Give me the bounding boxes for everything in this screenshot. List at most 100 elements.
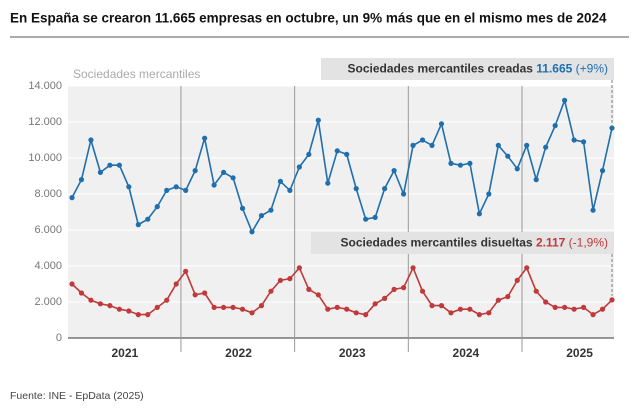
data-point bbox=[419, 288, 426, 294]
data-point bbox=[164, 187, 170, 193]
plot-area bbox=[68, 86, 614, 338]
data-point bbox=[173, 281, 179, 287]
data-point bbox=[268, 207, 274, 213]
data-point bbox=[495, 142, 501, 148]
data-point bbox=[562, 97, 568, 103]
y-tick-label: 4.000 bbox=[34, 260, 62, 272]
data-point bbox=[495, 297, 501, 303]
data-point bbox=[590, 312, 596, 318]
x-tick-label: 2021 bbox=[111, 346, 138, 360]
data-point bbox=[571, 306, 577, 312]
data-point bbox=[315, 292, 321, 298]
data-point bbox=[552, 123, 558, 129]
data-point bbox=[391, 286, 397, 292]
source: Fuente: INE - EpData (2025) bbox=[10, 390, 144, 402]
data-point bbox=[183, 268, 189, 274]
y-tick-label: 14.000 bbox=[28, 80, 62, 92]
annotation: Sociedades mercantiles disueltas 2.117 (… bbox=[341, 236, 609, 250]
data-point bbox=[296, 265, 302, 271]
data-point bbox=[145, 312, 151, 318]
data-point bbox=[258, 213, 265, 219]
data-point bbox=[505, 153, 511, 159]
data-point bbox=[457, 162, 464, 168]
data-point bbox=[448, 160, 454, 166]
data-point bbox=[372, 301, 378, 307]
data-point bbox=[211, 304, 217, 310]
data-point bbox=[486, 191, 492, 197]
data-point bbox=[543, 144, 549, 150]
y-tick-label: 12.000 bbox=[28, 116, 62, 128]
data-point bbox=[609, 125, 615, 131]
data-point bbox=[69, 281, 75, 287]
annotation: Sociedades mercantiles creadas 11.665 (+… bbox=[347, 62, 608, 76]
data-point bbox=[391, 168, 397, 174]
legend-label: Sociedades mercantiles disueltas bbox=[341, 236, 533, 250]
data-point bbox=[505, 294, 511, 300]
data-point bbox=[154, 304, 160, 310]
data-point bbox=[192, 292, 198, 298]
data-point bbox=[363, 216, 369, 222]
data-point bbox=[192, 168, 198, 174]
data-point bbox=[126, 308, 132, 314]
data-point bbox=[524, 265, 530, 271]
last-value-label: 2.117 bbox=[536, 236, 566, 250]
data-point bbox=[429, 142, 435, 148]
data-point bbox=[344, 151, 350, 157]
data-point bbox=[287, 187, 293, 193]
data-point bbox=[107, 162, 113, 168]
data-point bbox=[524, 142, 530, 148]
y-axis-label: Sociedades mercantiles bbox=[73, 67, 200, 81]
data-point bbox=[438, 121, 445, 127]
data-point bbox=[239, 205, 246, 211]
data-point bbox=[533, 177, 539, 183]
data-point bbox=[306, 286, 312, 292]
data-point bbox=[287, 276, 293, 282]
data-point bbox=[562, 304, 568, 310]
data-point bbox=[277, 277, 284, 283]
annotation-box bbox=[321, 58, 614, 80]
data-point bbox=[126, 184, 132, 190]
data-point bbox=[78, 290, 85, 296]
data-point bbox=[69, 195, 75, 201]
y-tick-label: 8.000 bbox=[34, 188, 62, 200]
data-point bbox=[334, 148, 340, 154]
data-point bbox=[580, 139, 587, 145]
data-point bbox=[599, 306, 606, 312]
data-point bbox=[486, 310, 492, 316]
data-point bbox=[344, 306, 350, 312]
series-line bbox=[71, 265, 613, 316]
legend-label: Sociedades mercantiles creadas bbox=[347, 62, 533, 76]
data-point bbox=[116, 162, 122, 168]
data-point bbox=[467, 160, 473, 166]
data-point bbox=[476, 211, 482, 217]
data-point bbox=[145, 216, 151, 222]
data-point bbox=[400, 285, 407, 291]
data-point bbox=[609, 297, 615, 303]
data-point bbox=[533, 288, 539, 294]
data-point bbox=[239, 306, 246, 312]
data-point bbox=[88, 297, 94, 303]
data-point bbox=[543, 299, 549, 305]
data-point bbox=[514, 166, 520, 172]
data-point bbox=[296, 164, 302, 170]
data-point bbox=[202, 135, 208, 141]
data-point bbox=[211, 182, 217, 188]
data-point bbox=[220, 304, 227, 310]
chart-title: En España se crearon 11.665 empresas en … bbox=[10, 11, 607, 26]
last-value-label: 11.665 bbox=[536, 62, 572, 76]
data-point bbox=[334, 304, 340, 310]
data-point bbox=[571, 137, 577, 143]
y-tick-label: 2.000 bbox=[34, 296, 62, 308]
data-point bbox=[249, 229, 255, 235]
data-point bbox=[410, 142, 416, 148]
data-point bbox=[249, 310, 255, 316]
data-point bbox=[476, 312, 482, 318]
data-point bbox=[88, 137, 94, 143]
data-point bbox=[277, 178, 284, 184]
data-point bbox=[183, 187, 189, 193]
data-point bbox=[363, 312, 369, 318]
data-point bbox=[457, 306, 464, 312]
data-point bbox=[268, 288, 274, 294]
data-point bbox=[353, 310, 359, 316]
